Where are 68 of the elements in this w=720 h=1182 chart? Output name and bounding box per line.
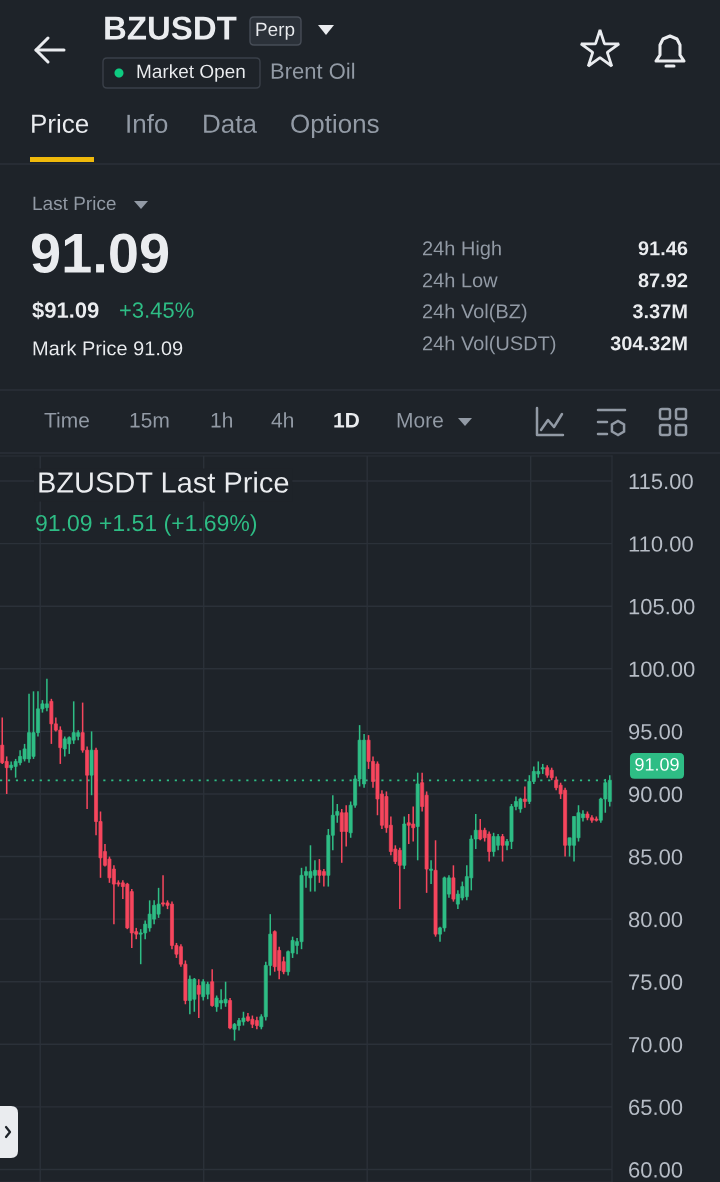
y-tick-label: 110.00 [629, 536, 693, 552]
text: 91.09 [31, 233, 169, 274]
candlestick [9, 760, 14, 771]
candlestick [500, 833, 505, 863]
candlestick [607, 774, 612, 808]
text: Market Open [137, 64, 245, 82]
candlestick [192, 977, 197, 1013]
chart-title: BZUSDT Last Price [39, 471, 289, 493]
y-tick-label: 65.00 [629, 1099, 683, 1116]
text: $91.09 [32, 301, 99, 320]
text: Info [127, 113, 168, 133]
text: Perp [256, 22, 295, 40]
candlestick [344, 804, 349, 848]
text: 15m [130, 412, 169, 428]
text: 91.09 +1.51 (+1.69%) [36, 514, 257, 536]
candlestick [451, 864, 456, 903]
y-tick-label: 75.00 [629, 974, 683, 990]
y-tick-label: 85.00 [628, 849, 683, 865]
candlestick [31, 690, 36, 760]
candlestick [339, 808, 344, 864]
text: +3.45% [120, 302, 194, 318]
candlestick [308, 844, 313, 893]
candlestick [58, 725, 63, 765]
candlestick [210, 968, 215, 1008]
text: 91.46 [638, 241, 688, 256]
y-tick-label: 70.00 [629, 1036, 683, 1053]
y-tick-label: 60.00 [629, 1162, 683, 1178]
candlestick [429, 859, 433, 885]
text: 4h [271, 412, 293, 428]
candlestick [196, 978, 201, 1019]
text: 24h High [423, 240, 501, 260]
text: 24h Vol(BZ) [423, 303, 527, 323]
text: 304.32M [610, 336, 687, 351]
candlestick [223, 980, 228, 1008]
candlestick [0, 716, 5, 765]
candlestick [49, 698, 54, 745]
text: Mark Price 91.09 [33, 340, 183, 356]
candlestick [321, 868, 326, 888]
text: 24h Low [423, 272, 498, 288]
candlestick [491, 832, 496, 858]
text: 24h Vol(USDT) [423, 335, 556, 355]
y-tick-label: 100.00 [629, 661, 695, 677]
text: Time [44, 412, 89, 428]
text: Brent Oil [271, 62, 355, 79]
text: BZUSDT [105, 16, 237, 40]
y-tick-label: 90.00 [629, 786, 683, 803]
text: 1h [211, 412, 232, 428]
candlestick [62, 735, 67, 758]
text: 87.92 [638, 273, 688, 288]
candlestick [540, 763, 545, 775]
text: Last Price [33, 196, 116, 211]
text: Options [291, 113, 379, 139]
y-tick-label: 80.00 [628, 911, 683, 928]
text: Data [204, 114, 257, 133]
y-tick-label: 115.00 [629, 473, 693, 490]
text: 3.37M [632, 304, 687, 319]
y-tick-label: 95.00 [629, 723, 683, 740]
candlestick [522, 785, 527, 809]
text: More [397, 412, 443, 428]
candlestick [317, 858, 322, 884]
ref-line-label: 91.09 [635, 758, 679, 771]
y-tick-label: 105.00 [629, 598, 695, 615]
candlestick [411, 805, 416, 843]
text: Price [32, 113, 89, 133]
text: 1D [334, 412, 359, 428]
candlestick [397, 847, 402, 910]
candlestick [201, 978, 206, 1002]
candlestick [44, 678, 49, 713]
